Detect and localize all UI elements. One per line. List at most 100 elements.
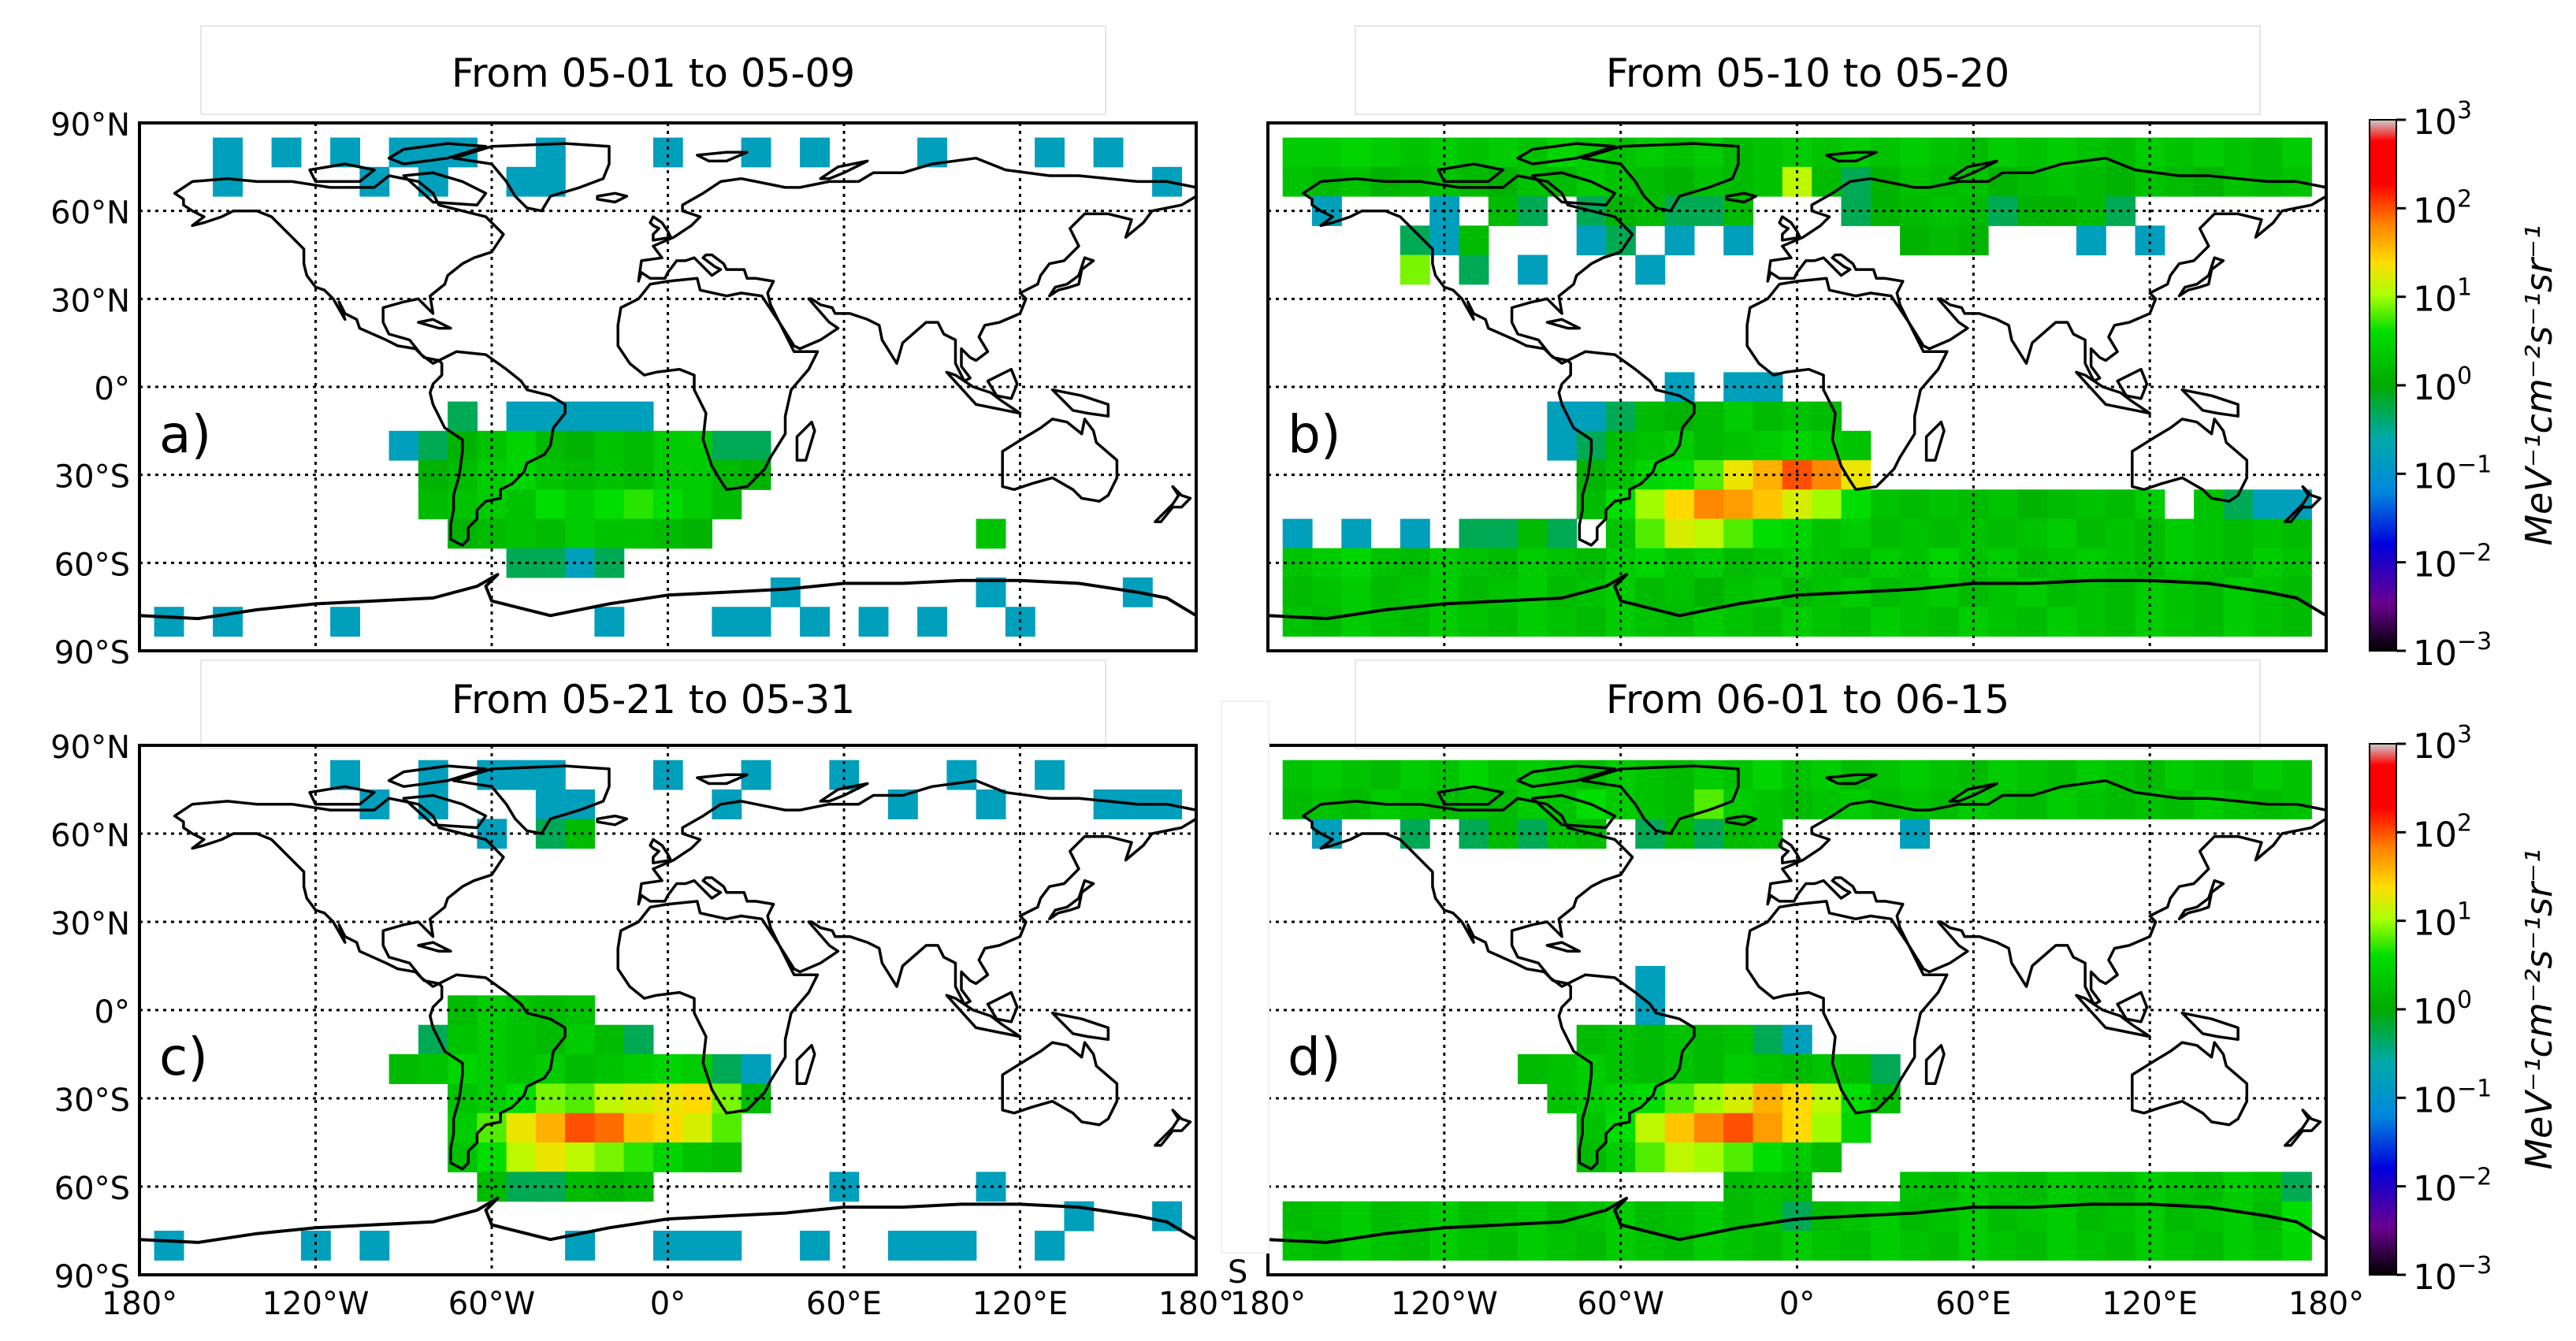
coastline-iceland [596,191,629,204]
heatmap-cell [1723,401,1754,432]
heatmap-cell [2194,789,2224,819]
coastline-eurasia [637,156,1198,383]
heatmap-cell [1664,137,1695,168]
heatmap-cell [2017,760,2048,790]
coastline-newguinea [2180,1011,2240,1042]
coastline-japan [1048,879,1095,921]
heatmap-cell [535,1024,566,1055]
heatmap-cell [1282,1231,1313,1261]
heatmap-cell [1488,760,1518,790]
x-tick-label: 60°E [1935,1286,2011,1322]
colorbar-bottom-gradient [2369,743,2397,1276]
coastline-svalbard [1825,150,1878,163]
heatmap-cell [388,1054,419,1084]
coastline-antarctica [1267,573,2328,621]
heatmap-cell [2076,607,2106,637]
heatmap-cell [535,1142,566,1172]
heatmap-cell [1341,1201,1372,1231]
heatmap-cell [1693,1054,1724,1084]
heatmap-cell [506,430,537,461]
heatmap-cell [154,607,184,637]
heatmap-cell [535,1113,566,1143]
heatmap-cell [1400,577,1430,607]
heatmap-cell [2282,1231,2312,1261]
heatmap-cell [1900,1231,1930,1261]
heatmap-cell [1488,518,1518,549]
coastline-australia [1001,418,1119,503]
heatmap-cells-a [154,137,1182,637]
heatmap-cell [1459,760,1489,790]
coastline-japan [2177,256,2225,298]
title-box-b [1355,25,2261,115]
coastline-cuba [1545,941,1582,953]
heatmap-cell [1635,137,1666,168]
heatmap-cell [535,518,566,549]
heatmap-cell [2164,760,2195,790]
heatmap-cell [1400,607,1430,637]
heatmap-cell [1664,789,1695,819]
coastline-newzealand [2284,485,2322,523]
heatmap-cell [1400,1201,1430,1231]
heatmap-cell [2164,166,2195,197]
colorbar-top-label: MeV⁻¹cm⁻²s⁻¹sr⁻¹ [2518,225,2560,545]
coastline-baffin [402,793,488,830]
heatmap-cell [623,430,654,461]
heatmap-cell [800,1231,830,1261]
heatmap-cell [712,489,742,520]
heatmap-cell [1723,518,1754,549]
heatmap-cell [1723,1142,1754,1172]
title-box-d [1355,659,2261,749]
heatmap-cell [1400,760,1430,790]
heatmap-cell [2282,137,2312,168]
heatmap-cell [1341,760,1372,790]
heatmap-cell [388,430,419,461]
heatmap-cell [2046,166,2077,197]
heatmap-cell [2252,518,2283,549]
heatmap-cell [1841,607,1872,637]
heatmap-cell [712,430,742,461]
heatmap-cell [1870,518,1901,549]
heatmap-cell [741,1054,771,1084]
y-tick-label: 0° [95,994,130,1031]
heatmap-cell [1635,401,1666,432]
panel-label-d: d) [1288,1027,1341,1087]
heatmap-cell [1459,1231,1489,1261]
coastline-indonesia [945,370,1022,415]
heatmap-cell [946,1231,977,1261]
heatmap-cell [2223,137,2254,168]
heatmap-cell [1693,401,1724,432]
heatmap-cell [2106,489,2136,520]
heatmap-cell [2252,607,2283,637]
heatmap-cell [1282,1201,1313,1231]
heatmap-cell [2017,137,2048,168]
heatmap-cell [2076,137,2106,168]
coastline-uk [1778,215,1801,242]
heatmap-cell [2194,607,2224,637]
heatmap-cell [1576,1231,1607,1261]
heatmap-cell [1312,607,1342,637]
heatmap-cell [2164,1172,2195,1202]
heatmap-cell [858,607,889,637]
coastline-indonesia [2075,994,2151,1038]
heatmap-cell [330,760,360,790]
heatmap-cell [1812,401,1842,432]
heatmap-cell [2106,607,2136,637]
heatmap-cell [535,760,566,790]
coastline-madagascar [795,1044,816,1086]
heatmap-cell [1635,518,1666,549]
panel-label-c: c) [159,1027,208,1087]
heatmap-cell [1664,1231,1695,1261]
heatmap-cell [1664,577,1695,607]
heatmap-cell [2194,166,2224,197]
heatmap-cell [2106,789,2136,819]
heatmap-cell [1753,760,1783,790]
heatmap-cell [770,577,801,607]
heatmap-cell [1929,489,1960,520]
heatmap-cell [976,789,1006,819]
heatmap-cell [1812,607,1842,637]
heatmap-cell [1723,1231,1754,1261]
y-tick-label: 60°S [54,547,130,583]
gridlines-a [139,123,1196,651]
heatmap-cell [418,489,448,520]
heatmap-cell [2164,137,2195,168]
